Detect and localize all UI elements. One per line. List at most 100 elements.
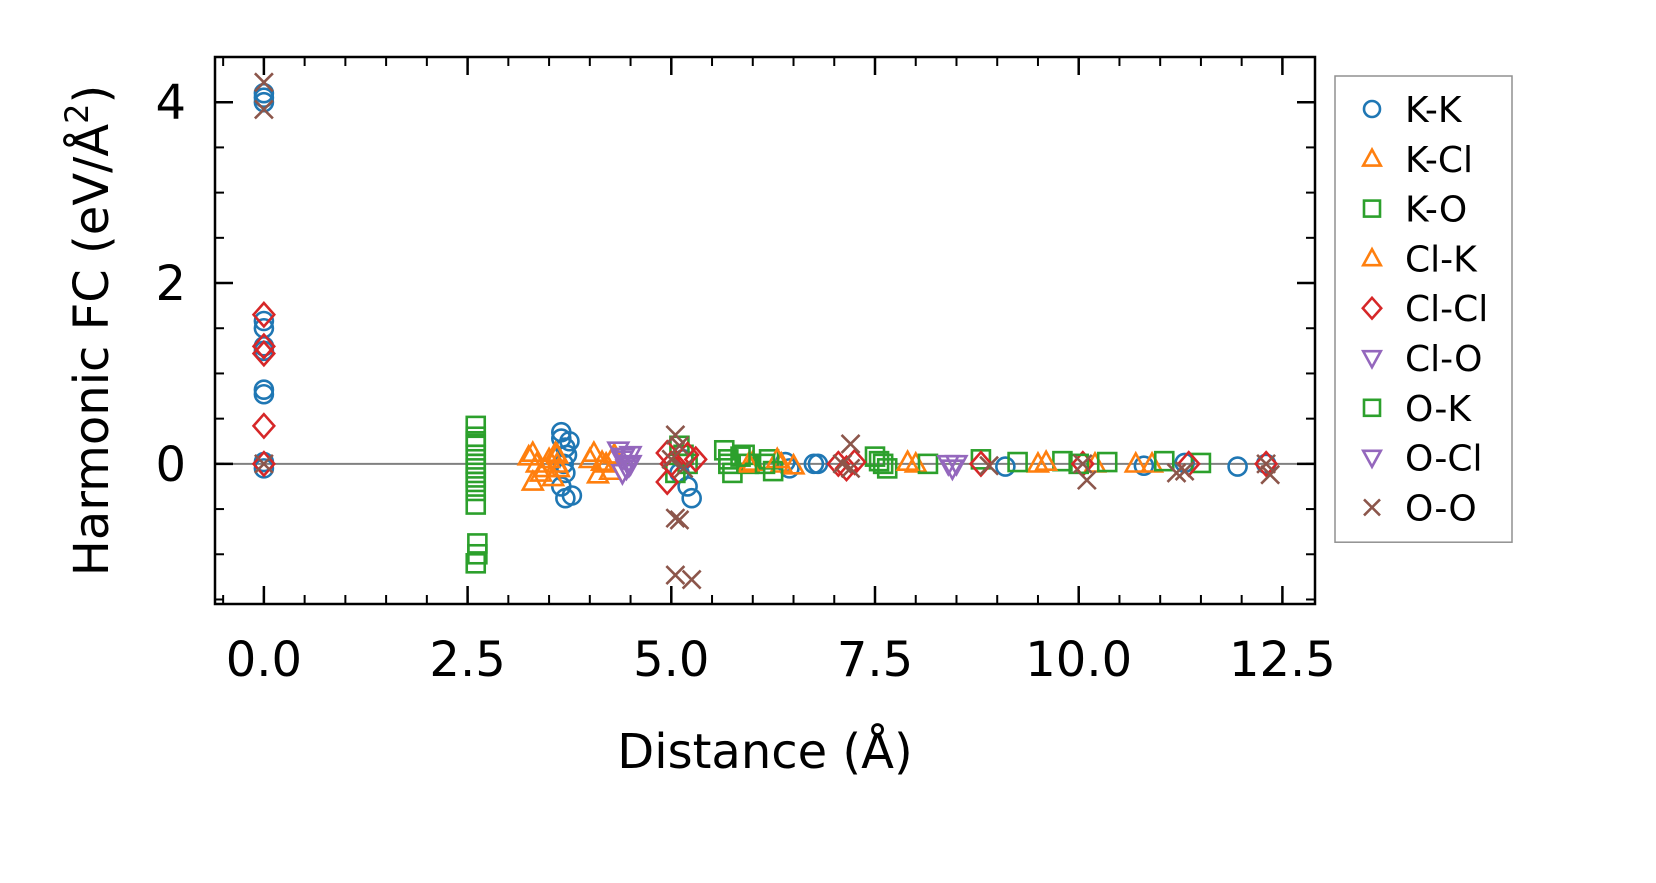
data-point [465, 553, 487, 574]
data-point [1072, 453, 1093, 474]
legend-label: Cl-O [1405, 339, 1482, 380]
data-point [940, 459, 965, 482]
data-point [781, 452, 806, 475]
y-axis-label: Harmonic FC (eV/Å2) [58, 85, 120, 577]
legend-item: O-O [1363, 488, 1477, 529]
legend-item: Cl-O [1361, 339, 1482, 380]
data-point [516, 443, 541, 466]
data-point [251, 301, 276, 329]
y-axis-label-superscript: 2 [58, 103, 96, 123]
legend-label: Cl-K [1405, 239, 1478, 280]
data-point [465, 415, 487, 437]
data-point [995, 456, 1016, 477]
y-tick-label: 4 [155, 75, 186, 131]
data-point [683, 445, 708, 474]
legend-marker [1361, 295, 1383, 321]
legend-marker [1361, 449, 1383, 470]
data-point [1139, 450, 1165, 473]
data-point [917, 453, 939, 475]
legend-item: Cl-K [1361, 239, 1478, 280]
data-point [465, 430, 487, 452]
data-point [1166, 462, 1187, 483]
data-point [758, 449, 780, 470]
data-point [253, 99, 274, 120]
data-point [467, 533, 488, 554]
data-point [1133, 455, 1155, 476]
y-tick-label: 2 [155, 256, 186, 312]
x-tick-label: 2.5 [429, 632, 505, 688]
x-tick-label: 5.0 [633, 632, 709, 688]
data-point [251, 339, 276, 368]
data-point [736, 450, 761, 473]
legend-item: Cl-Cl [1361, 289, 1488, 330]
data-point [665, 565, 686, 585]
data-point [616, 456, 642, 479]
x-tick-label: 10.0 [1025, 632, 1132, 688]
data-point [559, 430, 580, 452]
data-point [465, 494, 487, 515]
y-axis-ticks: 0 2 4 [155, 56, 1315, 601]
data-point [979, 455, 999, 476]
data-point [1052, 450, 1073, 472]
data-point [659, 450, 684, 478]
legend-marker [1363, 498, 1381, 517]
legend-label: O-Cl [1405, 439, 1482, 480]
data-point [594, 450, 619, 473]
data-point [1025, 450, 1051, 473]
legend-marker [1361, 349, 1383, 370]
data-point [1034, 449, 1059, 472]
x-tick-label: 0.0 [226, 632, 302, 688]
data-point [251, 450, 276, 478]
legend-label: Cl-Cl [1405, 289, 1488, 330]
data-point [253, 453, 274, 474]
legend-item: K-Cl [1361, 140, 1473, 181]
data-point [1227, 456, 1248, 477]
data-point [1254, 450, 1279, 478]
legend: K-K K-Cl K-O Cl-K Cl-Cl Cl-O O-K O-Cl O-O [1334, 75, 1513, 543]
data-point [661, 449, 682, 470]
legend-label: K-K [1405, 90, 1463, 131]
data-point [968, 450, 994, 478]
legend-label: O-O [1405, 488, 1477, 529]
data-point [681, 487, 702, 509]
data-point [1123, 450, 1148, 473]
data-point [868, 450, 890, 472]
x-tick-label: 7.5 [837, 632, 913, 688]
data-point [253, 383, 275, 405]
data-point [1256, 453, 1277, 474]
legend-item: K-K [1362, 90, 1463, 131]
data-point [840, 458, 861, 479]
legend-marker [1361, 146, 1383, 167]
data-point [1153, 450, 1175, 472]
legend-item: O-K [1362, 389, 1472, 430]
data-point [253, 310, 275, 332]
data-point [602, 441, 627, 464]
data-point [681, 569, 702, 590]
data-point [545, 450, 570, 473]
data-point [718, 453, 739, 475]
data-point [561, 485, 583, 506]
data-point [655, 468, 680, 496]
data-point [465, 458, 487, 479]
data-point [765, 446, 790, 469]
data-point [520, 439, 545, 462]
data-point [1076, 470, 1097, 491]
y-axis-label-main: Harmonic FC (eV/Å [63, 124, 120, 577]
x-axis-label: Distance (Å) [617, 723, 912, 780]
data-point [872, 453, 894, 475]
data-point [1096, 451, 1118, 473]
legend-marker [1361, 246, 1383, 267]
data-point [840, 434, 861, 454]
data-point [673, 458, 694, 479]
plot-frame [213, 55, 1317, 606]
series-cl-k [520, 439, 1148, 478]
legend-item: K-O [1362, 190, 1467, 231]
data-point [665, 508, 686, 529]
series-o-o [253, 72, 1281, 590]
data-point [543, 439, 568, 462]
data-point [669, 509, 690, 530]
legend-marker [1362, 199, 1382, 218]
data-point [754, 453, 776, 475]
legend-label: K-O [1405, 190, 1467, 231]
